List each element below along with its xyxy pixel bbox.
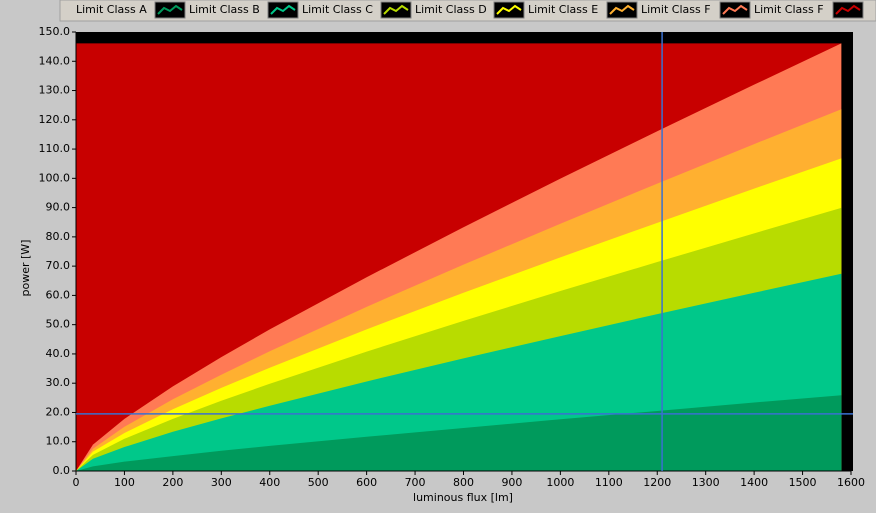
x-tick-label: 1400 xyxy=(740,476,768,489)
y-tick-label: 90.0 xyxy=(46,201,71,214)
legend-icon xyxy=(496,4,522,15)
x-tick-label: 1500 xyxy=(789,476,817,489)
x-tick-label: 800 xyxy=(453,476,474,489)
y-axis-title: power [W] xyxy=(19,240,32,297)
y-tick-label: 70.0 xyxy=(46,259,71,272)
x-tick-label: 700 xyxy=(405,476,426,489)
legend-icon xyxy=(609,4,635,15)
legend-label: Limit Class F xyxy=(754,3,824,16)
x-tick-label: 400 xyxy=(259,476,280,489)
x-tick-label: 600 xyxy=(356,476,377,489)
legend-label: Limit Class E xyxy=(528,3,598,16)
y-tick-label: 80.0 xyxy=(46,230,71,243)
y-tick-label: 120.0 xyxy=(39,113,71,126)
y-tick-label: 50.0 xyxy=(46,318,71,331)
legend-icon xyxy=(835,4,861,15)
legend-label: Limit Class B xyxy=(189,3,260,16)
legend-icon xyxy=(270,4,296,15)
legend-icon xyxy=(722,4,748,15)
y-tick-label: 10.0 xyxy=(46,435,71,448)
legend-icon xyxy=(157,4,183,15)
y-tick-label: 110.0 xyxy=(39,142,71,155)
y-tick-label: 100.0 xyxy=(39,171,71,184)
y-tick-label: 0.0 xyxy=(53,464,71,477)
y-tick-label: 130.0 xyxy=(39,84,71,97)
legend-icon xyxy=(383,4,409,15)
x-tick-label: 1200 xyxy=(643,476,671,489)
x-tick-label: 100 xyxy=(114,476,135,489)
x-tick-label: 1300 xyxy=(692,476,720,489)
legend-label: Limit Class C xyxy=(302,3,373,16)
legend-label: Limit Class A xyxy=(76,3,147,16)
y-tick-label: 60.0 xyxy=(46,288,71,301)
x-tick-label: 0 xyxy=(73,476,80,489)
x-tick-label: 500 xyxy=(308,476,329,489)
y-tick-label: 140.0 xyxy=(39,54,71,67)
y-tick-label: 30.0 xyxy=(46,376,71,389)
x-tick-label: 300 xyxy=(211,476,232,489)
x-axis-title: luminous flux [lm] xyxy=(413,491,513,504)
x-tick-label: 1000 xyxy=(546,476,574,489)
y-tick-label: 150.0 xyxy=(39,25,71,38)
legend-label: Limit Class F xyxy=(641,3,711,16)
y-tick-label: 40.0 xyxy=(46,347,71,360)
x-tick-label: 900 xyxy=(501,476,522,489)
legend-label: Limit Class D xyxy=(415,3,487,16)
x-tick-label: 1100 xyxy=(595,476,623,489)
x-tick-label: 1600 xyxy=(837,476,865,489)
y-tick-label: 20.0 xyxy=(46,405,71,418)
legend-bar xyxy=(59,0,876,22)
x-tick-label: 200 xyxy=(162,476,183,489)
